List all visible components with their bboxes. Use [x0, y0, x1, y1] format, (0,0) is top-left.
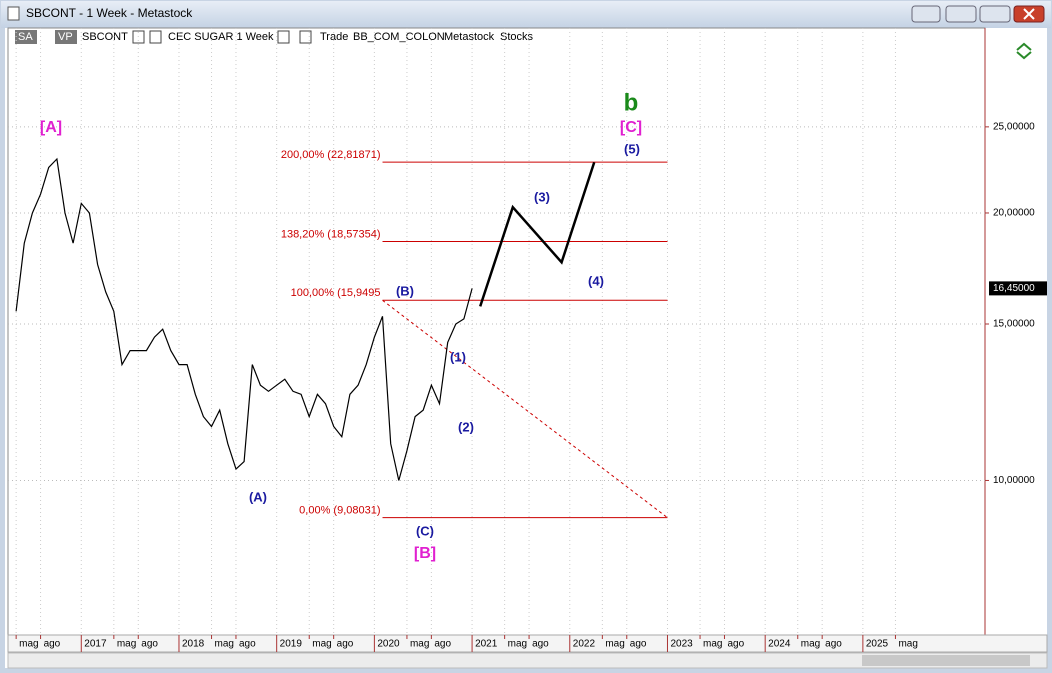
dropdown[interactable]: [149, 30, 162, 44]
app-icon: [7, 6, 20, 21]
toolbar-item: VP: [58, 31, 73, 43]
x-tick-label: ago: [44, 639, 61, 650]
dropdown[interactable]: [277, 30, 290, 44]
x-tick-label: 2024: [768, 639, 791, 650]
scrollbar[interactable]: [7, 652, 1048, 669]
wave-label: (5): [624, 141, 640, 156]
toolbar-item: Stocks: [500, 31, 534, 43]
x-tick-label: ago: [141, 639, 158, 650]
minimize-button[interactable]: [945, 5, 977, 23]
window-title: SBCONT - 1 Week - Metastock: [26, 6, 193, 20]
projection-line: [479, 162, 596, 307]
x-tick-label: ago: [434, 639, 451, 650]
fib-label: 100,00% (15,9495: [291, 287, 381, 299]
x-tick-label: mag: [801, 639, 820, 650]
x-tick-label: ago: [239, 639, 256, 650]
fib-label: 138,20% (18,57354): [281, 228, 381, 240]
x-tick-label: ago: [337, 639, 354, 650]
toolbar-icon[interactable]: [1016, 42, 1032, 60]
x-tick-label: 2017: [84, 639, 107, 650]
wave-label: (C): [416, 523, 434, 538]
x-tick-label: 2018: [182, 639, 205, 650]
price-tag: [989, 281, 1047, 296]
wave-label: [B]: [414, 545, 436, 562]
wave-label: (A): [249, 489, 267, 504]
dropdown[interactable]: [299, 30, 312, 44]
x-tick-label: mag: [117, 639, 136, 650]
x-tick-label: mag: [19, 639, 38, 650]
x-tick-label: 2022: [573, 639, 596, 650]
y-tick-label: 25,00000: [993, 122, 1035, 133]
x-tick-label: mag: [508, 639, 527, 650]
x-tick-label: ago: [630, 639, 647, 650]
x-tick-label: mag: [605, 639, 624, 650]
price-tag-label: 16,45000: [993, 283, 1035, 294]
toolbar-item: Metastock: [444, 31, 495, 43]
wave-label: (1): [450, 349, 466, 364]
x-tick-label: mag: [312, 639, 331, 650]
x-tick-label: ago: [727, 639, 744, 650]
x-tick-label: 2021: [475, 639, 498, 650]
toolbar-item: SA: [18, 31, 33, 43]
y-tick-label: 15,00000: [993, 319, 1035, 330]
scroll-thumb[interactable]: [862, 655, 1030, 666]
x-tick-label: mag: [410, 639, 429, 650]
wave-label: [A]: [40, 119, 62, 136]
x-axis-strip: [7, 634, 1048, 653]
x-tick-label: mag: [215, 639, 234, 650]
fib-label: 200,00% (22,81871): [281, 149, 381, 161]
x-tick-label: ago: [825, 639, 842, 650]
x-tick-label: ago: [532, 639, 549, 650]
restore-button[interactable]: [911, 5, 941, 23]
toolbar-button[interactable]: [15, 30, 37, 44]
fib-label: 0,00% (9,08031): [299, 505, 380, 517]
close-icon: [1023, 8, 1035, 20]
maximize-button[interactable]: [979, 5, 1011, 23]
wave-label: (3): [534, 189, 550, 204]
wave-label: (4): [588, 273, 604, 288]
toolbar-item: SBCONT: [82, 31, 128, 43]
x-tick-label: mag: [898, 639, 917, 650]
title-bar: [1, 1, 1051, 28]
y-tick-label: 20,00000: [993, 208, 1035, 219]
x-tick-label: 2025: [866, 639, 889, 650]
toolbar-button[interactable]: [55, 30, 77, 44]
wave-label: (B): [396, 283, 414, 298]
toolbar-item: BB_COM_COLON: [353, 31, 445, 43]
wave-label: [C]: [620, 119, 642, 136]
toolbar-item: CEC SUGAR 1 Week: [168, 31, 274, 43]
x-tick-label: 2020: [377, 639, 400, 650]
wave-label: (2): [458, 419, 474, 434]
wave-label: b: [624, 89, 639, 116]
x-tick-label: 2019: [280, 639, 303, 650]
x-tick-label: mag: [703, 639, 722, 650]
plot-area: [7, 27, 986, 636]
price-line: [15, 157, 473, 481]
y-tick-label: 10,00000: [993, 475, 1035, 486]
x-tick-label: 2023: [670, 639, 693, 650]
